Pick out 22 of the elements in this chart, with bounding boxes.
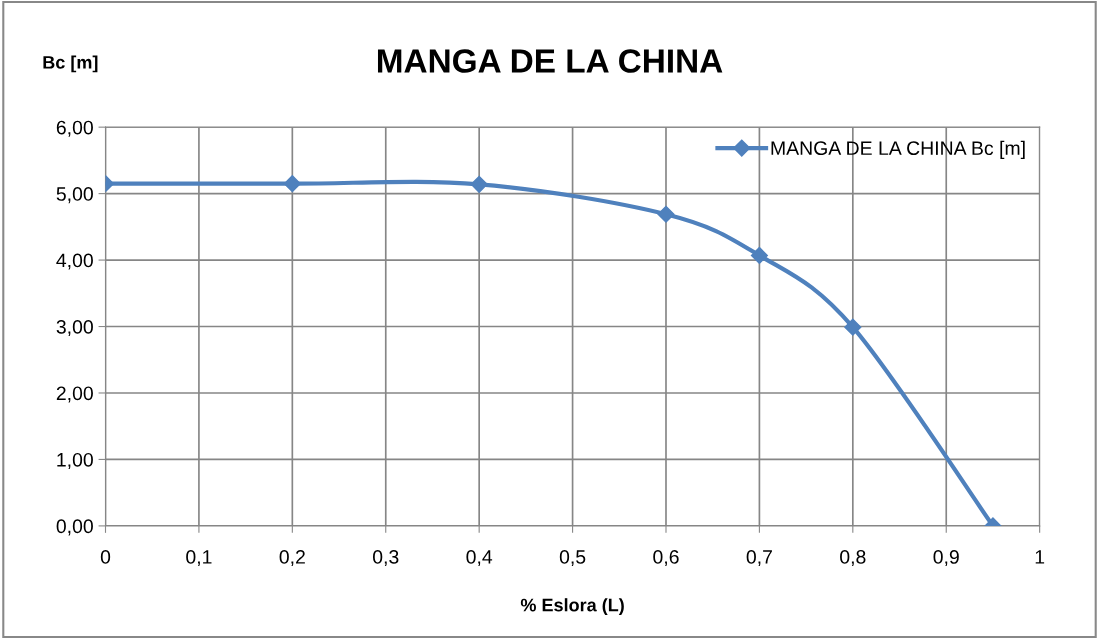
y-axis-title: Bc [m] [43, 55, 98, 73]
x-tick-label: 0,8 [840, 550, 866, 567]
x-tick-label: 0,5 [559, 550, 586, 567]
x-tick-label: 1 [1035, 550, 1045, 564]
y-tick-label: 4,00 [56, 253, 93, 270]
y-tick-label: 6,00 [56, 120, 93, 137]
x-tick-label: 0,3 [372, 550, 399, 567]
x-axis-title: % Eslora (L) [520, 598, 624, 616]
x-tick-label: 0 [100, 550, 111, 564]
y-tick-label: 0,00 [56, 519, 93, 536]
y-tick-label: 1,00 [57, 452, 93, 469]
y-tick-label: 3,00 [56, 320, 93, 337]
x-tick-label: 0,6 [653, 550, 679, 567]
legend-label: MANGA DE LA CHINA Bc [m] [771, 140, 1025, 159]
y-tick-label: 5,00 [56, 187, 93, 204]
x-tick-label: 0,9 [933, 550, 959, 567]
x-tick-label: 0,4 [466, 550, 493, 567]
y-tick-label: 2,00 [56, 386, 93, 403]
chart-title: MANGA DE LA CHINA [377, 49, 723, 73]
x-tick-label: 0,2 [279, 550, 305, 567]
x-tick-label: 0,1 [186, 550, 212, 567]
x-tick-label: 0,7 [746, 550, 772, 567]
